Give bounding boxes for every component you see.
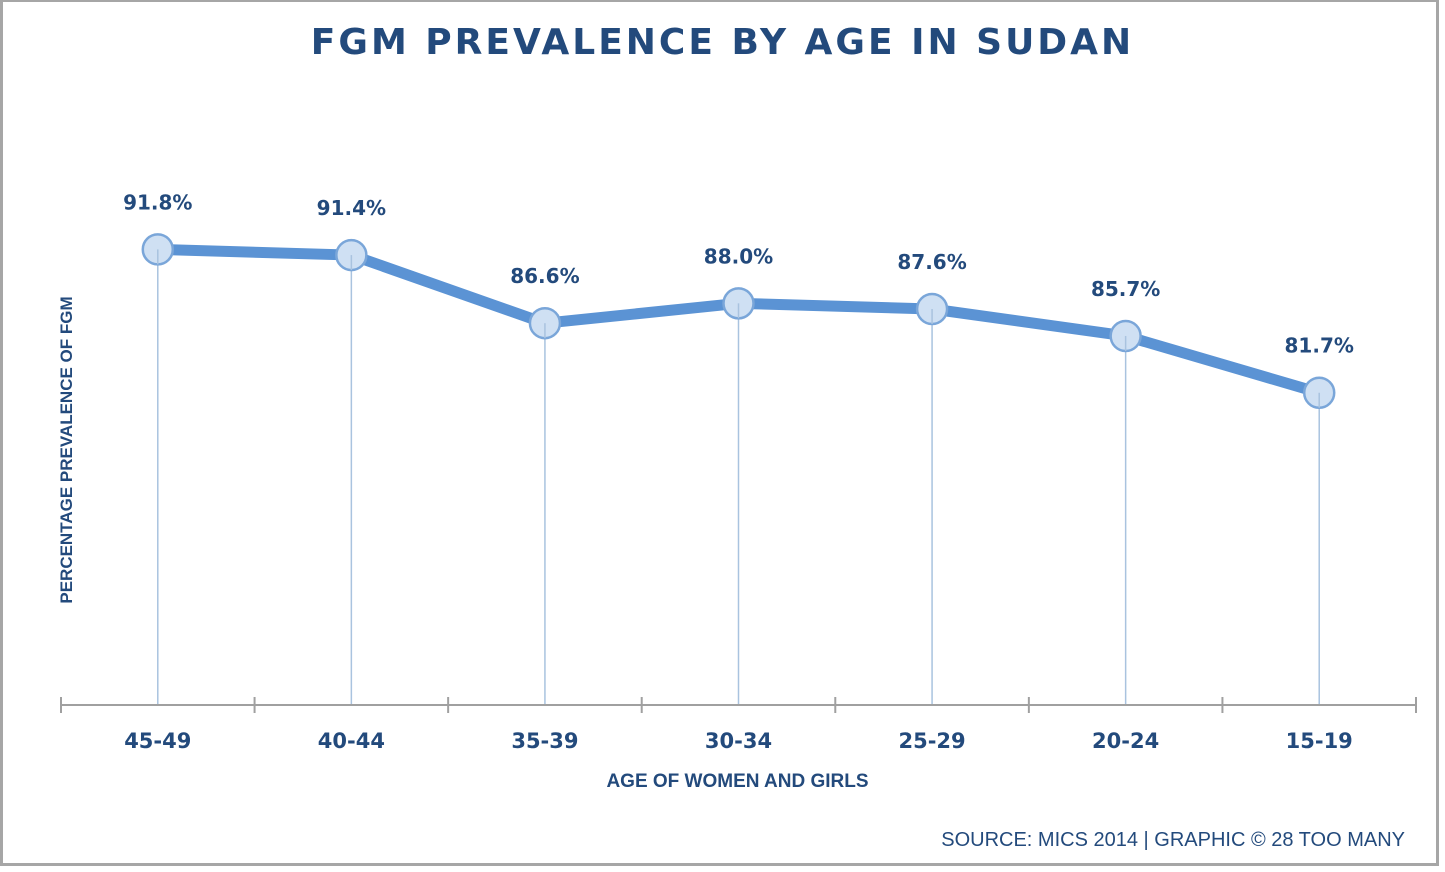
- source-credit: SOURCE: MICS 2014 | GRAPHIC © 28 TOO MAN…: [941, 829, 1405, 851]
- chart-title: FGM PREVALENCE BY AGE IN SUDAN: [310, 22, 1135, 63]
- data-labels: 91.8% 91.4% 86.6% 88.0% 87.6% 85.7% 81.7%: [123, 190, 1354, 357]
- x-tick-label: 40-44: [318, 729, 385, 753]
- x-tick-label: 45-49: [124, 729, 191, 753]
- x-tick-label: 20-24: [1092, 729, 1159, 753]
- x-tick-labels: 45-49 40-44 35-39 30-34 25-29 20-24 15-19: [124, 729, 1353, 753]
- x-axis-label: AGE OF WOMEN AND GIRLS: [606, 771, 869, 792]
- data-label: 88.0%: [704, 244, 773, 268]
- x-axis: [60, 697, 1417, 713]
- data-label: 87.6%: [897, 250, 966, 274]
- data-label: 91.8%: [123, 190, 192, 214]
- data-label: 86.6%: [510, 264, 579, 288]
- data-label: 81.7%: [1285, 334, 1354, 358]
- y-axis-label: PERCENTAGE PREVALENCE OF FGM: [57, 296, 76, 604]
- x-tick-label: 35-39: [511, 729, 578, 753]
- data-markers: [141, 233, 1336, 409]
- x-tick-label: 25-29: [898, 729, 965, 753]
- data-label: 91.4%: [317, 196, 386, 220]
- drop-lines: [157, 249, 1320, 705]
- x-tick-label: 15-19: [1286, 729, 1353, 753]
- x-tick-label: 30-34: [705, 729, 772, 753]
- data-label: 85.7%: [1091, 277, 1160, 301]
